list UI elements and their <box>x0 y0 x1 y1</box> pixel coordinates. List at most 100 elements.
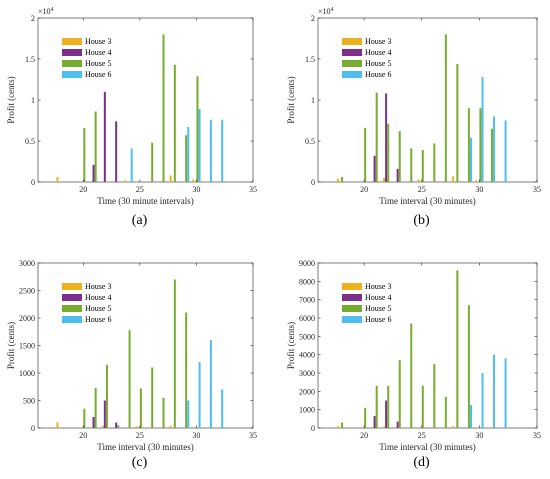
bar-house-5 <box>83 127 86 182</box>
legend: House 3 House 4 House 5 House 6 <box>62 37 111 79</box>
legend-label: House 6 <box>85 70 111 79</box>
bar-house-4 <box>396 421 399 428</box>
bar-house-4 <box>103 400 106 428</box>
bar-house-5 <box>410 148 413 182</box>
legend-swatch <box>342 49 362 56</box>
y-axis-title: Profit (cents) <box>6 322 16 369</box>
bar-house-5 <box>490 128 493 182</box>
x-tick-label: 35 <box>533 431 541 440</box>
y-tick-label: 1.5 <box>25 55 35 64</box>
bar-house-6 <box>209 340 212 428</box>
y-tick-label: 0 <box>311 424 315 433</box>
bar-house-6 <box>187 127 190 182</box>
legend-label: House 5 <box>365 59 391 68</box>
x-tick-label: 30 <box>192 431 200 440</box>
bar-house-5 <box>398 131 401 182</box>
legend-label: House 4 <box>85 293 111 302</box>
y-tick-label: 1 <box>31 96 35 105</box>
bar-house-6 <box>481 373 484 428</box>
y-tick-label: 0 <box>31 424 35 433</box>
x-tick-label: 25 <box>136 431 144 440</box>
bar-house-5 <box>151 367 154 428</box>
bar-house-5 <box>433 143 436 182</box>
bar-house-4 <box>385 400 388 428</box>
legend-label: House 4 <box>365 293 391 302</box>
x-tick-label: 20 <box>79 431 87 440</box>
bar-house-3 <box>383 426 386 428</box>
bar-house-6 <box>493 354 496 428</box>
y-tick-label: 1000 <box>19 369 35 378</box>
bar-house-6 <box>504 358 507 428</box>
legend-label: House 5 <box>85 59 111 68</box>
bar-house-6 <box>209 119 212 182</box>
bar-house-5 <box>375 92 378 182</box>
bar-house-3 <box>135 426 138 428</box>
bar-house-5 <box>433 363 436 428</box>
bar-house-5 <box>83 408 86 428</box>
panel-label: (d) <box>413 455 430 470</box>
panel-label: (b) <box>413 213 430 228</box>
y-tick-label: 9000 <box>299 259 315 268</box>
bar-house-3 <box>169 425 172 428</box>
x-tick-label: 30 <box>475 185 483 194</box>
bar-house-5 <box>387 123 390 182</box>
y-tick-label: 0.5 <box>305 137 315 146</box>
bar-house-4 <box>115 422 118 428</box>
y-tick-label: 6000 <box>299 314 315 323</box>
x-tick-label: 20 <box>360 185 368 194</box>
bar-house-5 <box>173 64 176 182</box>
bar-house-5 <box>456 270 459 428</box>
bar-house-5 <box>479 108 482 182</box>
bar-house-5 <box>456 63 459 182</box>
bar-house-5 <box>128 330 131 428</box>
bar-house-3 <box>383 177 386 182</box>
x-tick-label: 35 <box>249 185 257 194</box>
y-tick-label: 2 <box>31 14 35 23</box>
legend-label: House 6 <box>85 315 111 324</box>
bar-house-4 <box>92 164 95 182</box>
plot-area <box>37 262 254 429</box>
bar-house-3 <box>192 179 195 182</box>
bar-house-5 <box>467 305 470 428</box>
legend-label: House 4 <box>365 48 391 57</box>
bar-house-6 <box>221 389 224 428</box>
x-tick-label: 25 <box>418 185 426 194</box>
bar-house-5 <box>117 425 120 428</box>
bar-house-4 <box>373 416 376 428</box>
bar-house-3 <box>169 175 172 182</box>
legend-swatch <box>62 38 82 45</box>
x-axis-title: Time (30 minute intervals) <box>97 196 193 206</box>
bar-house-3 <box>417 179 420 182</box>
legend-label: House 3 <box>85 37 111 46</box>
x-tick-label: 30 <box>475 431 483 440</box>
legend-swatch <box>342 294 362 301</box>
legend-swatch <box>342 71 362 78</box>
legend-swatch <box>62 71 82 78</box>
bar-house-5 <box>151 142 154 182</box>
y-tick-label: 5000 <box>299 332 315 341</box>
y-tick-label: 1000 <box>299 406 315 415</box>
x-tick-label: 35 <box>533 185 541 194</box>
y-tick-label: 8000 <box>299 277 315 286</box>
bar-house-6 <box>198 362 201 428</box>
legend-swatch <box>62 283 82 290</box>
bar-house-5 <box>185 312 188 428</box>
y-tick-label: 4000 <box>299 351 315 360</box>
bar-house-5 <box>94 387 97 428</box>
y-tick-label: 7000 <box>299 296 315 305</box>
panel-d: 20 25 30 35 0 1000 2000 3000 4000 5000 6000 7000 800… <box>286 259 541 470</box>
legend: House 3 House 4 House 5 House 6 <box>62 282 111 324</box>
x-tick-label: 25 <box>136 185 144 194</box>
bar-house-5 <box>444 34 447 183</box>
legend-label: House 4 <box>85 48 111 57</box>
bar-house-4 <box>115 121 118 182</box>
y-axis-title: Profit (cents) <box>286 322 296 369</box>
bar-house-6 <box>130 148 133 182</box>
bar-house-5 <box>375 385 378 428</box>
legend-label: House 3 <box>365 282 391 291</box>
y-axis-title: Profit (cents) <box>286 76 296 123</box>
exponent-power: 4 <box>51 7 54 13</box>
legend-swatch <box>62 60 82 67</box>
legend-swatch <box>342 38 362 45</box>
